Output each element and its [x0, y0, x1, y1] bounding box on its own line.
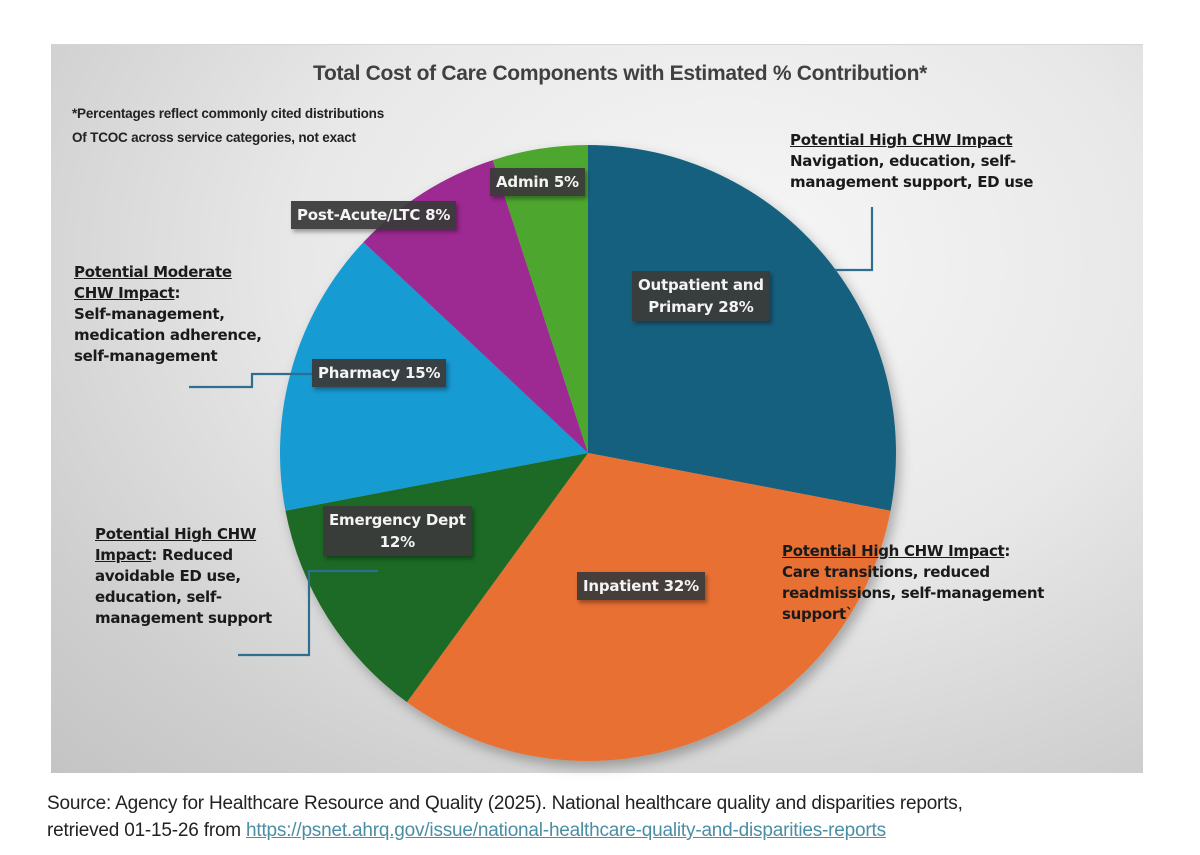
slice-label-outpatient: Outpatient and Primary 28%: [632, 271, 770, 321]
slice-label-line: Primary 28%: [648, 298, 754, 316]
annotation-line: medication adherence,: [74, 326, 262, 344]
source-citation: Source: Agency for Healthcare Resource a…: [47, 790, 963, 844]
leader-line-pharmacy: [189, 372, 314, 389]
annotation-line: management support, ED use: [790, 173, 1034, 191]
annotation-emergency: Potential High CHW Impact: Reduced avoid…: [95, 524, 272, 629]
annotation-heading-suffix: : Reduced: [151, 546, 233, 564]
annotation-heading: Potential High CHW Impact: [782, 542, 1005, 560]
annotation-line: education, self-: [95, 588, 222, 606]
annotation-heading: Impact: [95, 546, 152, 564]
annotation-heading-suffix: :: [174, 284, 181, 302]
footnote-line-2: Of TCOC across service categories, not e…: [72, 130, 356, 145]
source-line-2-prefix: retrieved 01-15-26 from: [47, 820, 247, 841]
annotation-pharmacy: Potential Moderate CHW Impact: Self-mana…: [74, 262, 262, 367]
leader-line-emergency: [238, 569, 378, 657]
source-link[interactable]: https://psnet.ahrq.gov/issue/national-he…: [246, 820, 886, 841]
annotation-inpatient: Potential High CHW Impact: Care transiti…: [782, 541, 1044, 625]
annotation-line: Care transitions, reduced: [782, 563, 990, 581]
pie-slice-post-acute-ltc: [363, 160, 588, 454]
pie-slice-outpatient-and-primary: [588, 145, 897, 511]
annotation-line: self-management: [74, 347, 218, 365]
annotation-heading: Potential High CHW Impact: [790, 131, 1013, 149]
slice-label-line: Outpatient and: [638, 276, 764, 294]
pie-slice-admin: [492, 145, 588, 453]
leader-line-outpatient: [835, 207, 874, 272]
annotation-line: Self-management,: [74, 305, 225, 323]
source-line-1: Source: Agency for Healthcare Resource a…: [47, 793, 963, 814]
pie-slice-inpatient: [406, 453, 891, 761]
slice-label-line: Pharmacy 15%: [318, 364, 441, 382]
annotation-outpatient: Potential High CHW Impact Navigation, ed…: [790, 130, 1033, 193]
footnote-line-1: *Percentages reflect commonly cited dist…: [72, 106, 385, 121]
annotation-line: support`: [782, 605, 854, 623]
annotation-heading-suffix: :: [1004, 542, 1011, 560]
annotation-heading: Potential High CHW: [95, 525, 257, 543]
chart-title: Total Cost of Care Components with Estim…: [313, 62, 927, 85]
annotation-line: management support: [95, 609, 272, 627]
annotation-heading: Potential Moderate: [74, 263, 232, 281]
slice-label-line: Post-Acute/LTC 8%: [297, 206, 451, 224]
slice-label-line: Emergency Dept: [329, 511, 466, 529]
annotation-line: Navigation, education, self-: [790, 152, 1016, 170]
slice-label-inpatient: Inpatient 32%: [577, 572, 705, 600]
slice-label-line: 12%: [379, 533, 416, 551]
slice-label-post-acute: Post-Acute/LTC 8%: [291, 201, 457, 229]
annotation-heading: CHW Impact: [74, 284, 175, 302]
annotation-line: avoidable ED use,: [95, 567, 241, 585]
slice-label-admin: Admin 5%: [490, 168, 585, 196]
annotation-line: readmissions, self-management: [782, 584, 1045, 602]
slice-label-line: Admin 5%: [496, 173, 579, 191]
slice-label-pharmacy: Pharmacy 15%: [312, 359, 447, 387]
slice-label-line: Inpatient 32%: [583, 577, 699, 595]
slice-label-emergency: Emergency Dept 12%: [323, 506, 472, 556]
